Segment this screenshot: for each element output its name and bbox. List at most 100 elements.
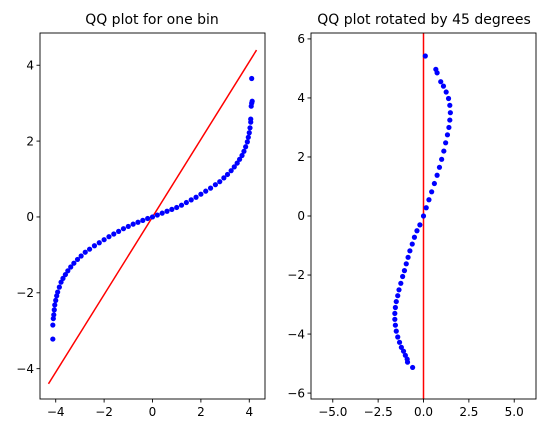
left-data-point	[50, 336, 56, 342]
right-data-point	[438, 79, 444, 85]
left-data-point	[207, 185, 214, 191]
left-data-point	[130, 221, 136, 227]
left-data-point	[55, 289, 61, 295]
left-data-point	[198, 191, 204, 197]
left-data-point	[236, 156, 243, 162]
right-data-point	[392, 316, 398, 322]
left-data-point	[125, 223, 131, 230]
left-data-point	[101, 237, 107, 243]
right-data-point	[443, 140, 449, 146]
right-data-point	[447, 102, 453, 108]
left-data-point	[154, 212, 160, 218]
left-data-point	[159, 210, 165, 216]
left-data-point	[135, 219, 141, 225]
left-y-tick-label: 4	[26, 58, 34, 72]
left-chart-title: QQ plot for one bin	[85, 12, 219, 28]
left-x-tick-label: 2	[197, 405, 205, 419]
right-data-point	[395, 334, 401, 340]
right-data-point	[423, 205, 429, 211]
left-data-point	[249, 98, 255, 104]
right-data-point	[396, 339, 403, 345]
left-data-point	[239, 152, 245, 159]
right-data-point	[447, 117, 453, 123]
left-data-point	[51, 312, 57, 318]
left-data-point	[106, 234, 112, 240]
left-y-tick-label: −2	[16, 286, 34, 300]
right-data-point	[422, 53, 428, 59]
left-plot-area	[47, 49, 258, 385]
right-data-point	[400, 273, 406, 280]
right-x-tick-label: −2.5	[364, 405, 393, 419]
right-data-point	[444, 132, 451, 138]
right-x-axis: −5.0 −2.5 0.0 2.5 5.0	[318, 399, 524, 419]
right-data-point	[441, 148, 447, 154]
left-data-point	[65, 268, 71, 274]
right-data-point	[393, 328, 399, 334]
right-chart-title: QQ plot rotated by 45 degrees	[317, 12, 531, 28]
right-data-point	[405, 254, 411, 260]
right-plot-area	[392, 33, 453, 399]
left-data-point	[169, 206, 175, 212]
right-data-point	[417, 222, 423, 228]
left-y-tick-label: 0	[26, 210, 34, 224]
left-data-point	[188, 197, 194, 203]
left-data-point	[50, 322, 56, 328]
right-x-tick-label: 2.5	[459, 405, 478, 419]
left-data-point	[193, 194, 199, 200]
left-data-point	[248, 116, 254, 122]
left-data-point	[56, 284, 62, 290]
left-x-tick-label: 0	[149, 405, 157, 419]
left-data-point	[120, 226, 127, 232]
right-data-point	[409, 241, 415, 247]
right-y-tick-label: 2	[297, 150, 305, 164]
left-data-point	[96, 240, 102, 246]
right-data-point	[420, 213, 427, 219]
right-data-point	[400, 348, 407, 354]
right-y-axis: −6 −4 −2 0 2 4 6	[287, 32, 311, 400]
left-data-point	[244, 139, 250, 145]
right-y-tick-label: 4	[297, 91, 305, 105]
right-data-point	[434, 172, 440, 178]
left-data-point	[231, 164, 237, 170]
right-data-point	[392, 322, 398, 328]
left-data-point	[221, 175, 227, 181]
right-data-point	[447, 110, 453, 116]
subplot-left: QQ plot for one bin −4 −2 0 2 4 −4 −2 0 2 4	[16, 12, 266, 419]
right-y-tick-label: 6	[297, 32, 305, 46]
left-data-point	[68, 264, 74, 270]
left-data-point	[82, 249, 88, 255]
left-data-point	[86, 246, 93, 252]
left-data-point	[212, 182, 219, 188]
left-data-point	[183, 199, 189, 206]
right-data-point	[395, 293, 401, 299]
left-data-point	[145, 215, 151, 222]
left-data-point	[116, 228, 122, 234]
left-data-point	[247, 125, 253, 131]
right-data-point	[431, 180, 437, 187]
left-data-point	[245, 134, 251, 140]
left-data-point	[203, 188, 209, 194]
right-data-point	[392, 310, 398, 317]
right-data-point	[440, 83, 447, 89]
left-data-point	[51, 307, 57, 313]
left-data-point	[62, 271, 69, 278]
right-data-point	[414, 228, 420, 234]
left-data-point	[149, 214, 156, 220]
right-data-point	[436, 164, 443, 170]
right-x-tick-label: −5.0	[318, 405, 347, 419]
right-data-point	[407, 248, 413, 254]
left-data-point	[249, 75, 255, 82]
left-data-point	[178, 202, 185, 208]
left-data-point	[71, 260, 77, 266]
right-y-tick-label: −4	[287, 327, 305, 341]
right-data-point	[411, 234, 418, 240]
left-data-point	[241, 148, 247, 154]
right-x-tick-label: 0.0	[414, 405, 433, 419]
left-data-point	[234, 160, 240, 166]
left-y-axis: −4 −2 0 2 4	[16, 58, 40, 376]
right-axes-frame	[310, 32, 537, 400]
right-data-point	[396, 287, 402, 293]
left-data-point	[243, 144, 249, 150]
left-data-point	[52, 302, 58, 308]
